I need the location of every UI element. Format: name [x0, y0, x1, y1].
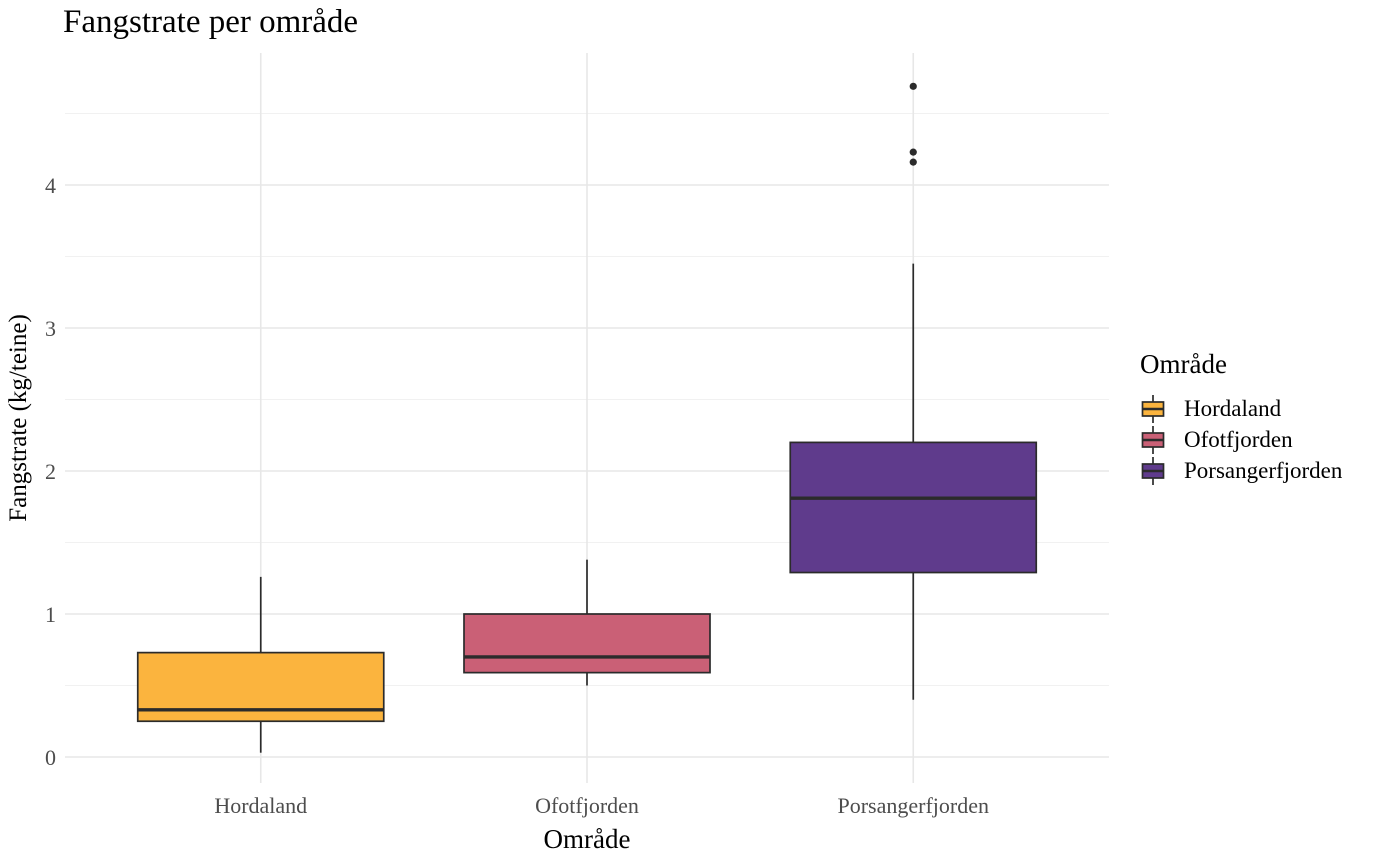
- outlier-point: [909, 158, 917, 166]
- chart-title: Fangstrate per område: [63, 4, 359, 40]
- y-tick-label: 4: [45, 173, 56, 198]
- legend-item-label: Ofotfjorden: [1184, 426, 1293, 452]
- legend-items: Hordaland Ofotfjorden Porsangerfjorden: [1140, 393, 1375, 486]
- legend-boxplot-swatch-icon: [1141, 456, 1165, 485]
- legend-item: Porsangerfjorden: [1140, 455, 1375, 486]
- x-tick-label: Porsangerfjorden: [837, 793, 989, 818]
- legend-boxplot-swatch-icon: [1141, 394, 1165, 423]
- legend-boxplot-swatch-icon: [1141, 425, 1165, 454]
- box: [789, 441, 1038, 574]
- x-axis-title: Område: [544, 824, 631, 854]
- outlier-point: [909, 82, 917, 90]
- box: [463, 613, 711, 674]
- legend-item: Hordaland: [1140, 393, 1375, 424]
- y-tick-label: 3: [45, 316, 56, 341]
- outlier-point: [909, 148, 917, 156]
- legend-title: Område: [1140, 349, 1227, 379]
- legend-item-label: Porsangerfjorden: [1184, 457, 1343, 483]
- x-tick-label: Hordaland: [214, 793, 307, 818]
- y-axis-title: Fangstrate (kg/teine): [5, 314, 32, 522]
- legend-item: Ofotfjorden: [1140, 424, 1375, 455]
- x-tick-label: Ofotfjorden: [535, 793, 639, 818]
- legend-item-label: Hordaland: [1184, 395, 1282, 421]
- y-tick-label: 2: [45, 459, 56, 484]
- legend: Område Hordaland Ofotfjorden Porsangerfjor…: [1140, 349, 1375, 486]
- y-tick-label: 0: [45, 745, 56, 770]
- y-tick-label: 1: [45, 602, 56, 627]
